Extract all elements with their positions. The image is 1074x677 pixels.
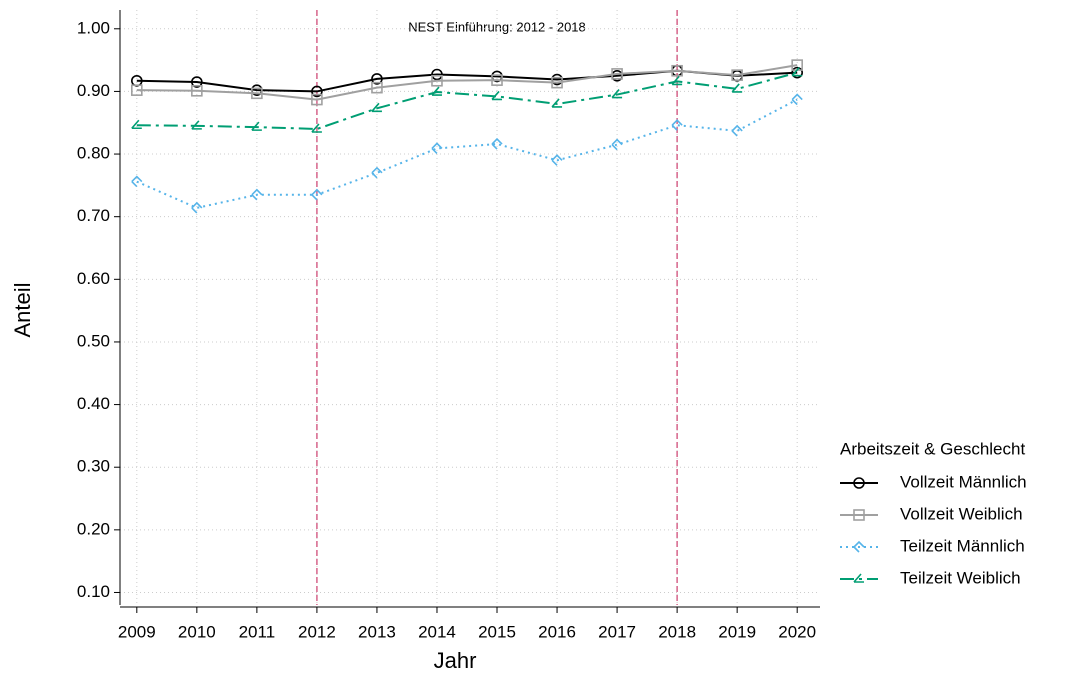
marker xyxy=(853,477,865,489)
marker xyxy=(431,74,443,87)
marker xyxy=(191,120,202,130)
marker xyxy=(191,201,203,214)
x-tick-label: 2012 xyxy=(298,622,336,641)
marker xyxy=(371,102,382,113)
y-tick-label: 1.00 xyxy=(77,18,110,37)
x-tick-label: 2011 xyxy=(239,622,276,641)
marker xyxy=(731,69,743,81)
marker xyxy=(853,509,865,521)
legend-label: Vollzeit Weiblich xyxy=(900,504,1023,523)
y-tick-label: 0.90 xyxy=(77,81,110,100)
marker xyxy=(671,64,683,77)
legend-label: Teilzeit Männlich xyxy=(900,536,1025,555)
marker xyxy=(131,119,142,130)
marker xyxy=(191,76,203,88)
marker xyxy=(611,68,623,80)
marker xyxy=(791,66,803,79)
line xyxy=(136,71,798,131)
marker xyxy=(311,188,323,201)
marker xyxy=(551,154,563,166)
marker xyxy=(371,166,383,179)
marker xyxy=(251,87,263,100)
line xyxy=(136,64,798,101)
y-tick-label: 0.80 xyxy=(77,144,110,163)
x-tick-label: 2019 xyxy=(718,622,756,641)
marker xyxy=(431,86,442,96)
legend-label: Teilzeit Weiblich xyxy=(900,568,1021,587)
y-tick-label: 0.70 xyxy=(77,206,110,225)
marker xyxy=(431,142,443,154)
marker xyxy=(251,188,263,201)
legend-label: Vollzeit Männlich xyxy=(900,472,1027,491)
marker xyxy=(611,138,623,151)
x-axis-label: Jahr xyxy=(434,648,477,673)
marker xyxy=(251,121,262,131)
marker xyxy=(371,81,383,94)
y-tick-label: 0.60 xyxy=(77,269,110,288)
marker xyxy=(491,90,503,101)
marker xyxy=(731,124,743,137)
x-tick-label: 2015 xyxy=(478,622,516,641)
y-tick-label: 0.30 xyxy=(77,457,110,476)
marker xyxy=(431,68,443,81)
marker xyxy=(791,67,803,77)
y-tick-label: 0.10 xyxy=(77,582,110,601)
marker xyxy=(491,74,503,86)
x-tick-label: 2014 xyxy=(418,622,456,641)
marker xyxy=(311,123,322,133)
x-tick-label: 2018 xyxy=(658,622,696,641)
y-tick-label: 0.50 xyxy=(77,331,110,350)
marker xyxy=(371,73,383,85)
marker xyxy=(311,85,323,98)
x-tick-label: 2009 xyxy=(118,622,156,641)
marker xyxy=(131,175,143,188)
marker xyxy=(491,137,503,150)
marker xyxy=(791,93,803,106)
marker xyxy=(671,119,683,131)
x-tick-label: 2017 xyxy=(598,622,636,641)
marker xyxy=(311,93,323,106)
marker xyxy=(611,89,623,99)
marker xyxy=(853,540,865,553)
y-tick-label: 0.20 xyxy=(77,519,110,538)
marker xyxy=(191,84,203,97)
x-tick-label: 2016 xyxy=(538,622,576,641)
marker xyxy=(731,83,743,93)
marker xyxy=(853,573,864,583)
line xyxy=(136,98,798,209)
marker xyxy=(131,84,143,96)
marker xyxy=(551,98,563,108)
marker xyxy=(671,75,683,86)
y-tick-label: 0.40 xyxy=(77,394,110,413)
x-tick-label: 2020 xyxy=(778,622,816,641)
x-tick-label: 2010 xyxy=(178,622,216,641)
legend-title: Arbeitszeit & Geschlecht xyxy=(840,439,1025,458)
y-axis-label: Anteil xyxy=(10,282,35,337)
marker xyxy=(551,76,563,89)
x-tick-label: 2013 xyxy=(358,622,396,641)
